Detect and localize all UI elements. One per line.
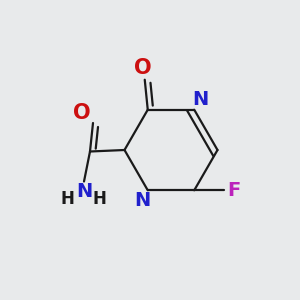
Text: F: F [227, 181, 241, 200]
Text: N: N [192, 90, 208, 110]
Text: H: H [61, 190, 74, 208]
Text: H: H [93, 190, 106, 208]
Text: O: O [134, 58, 152, 78]
Text: N: N [76, 182, 93, 201]
Text: N: N [134, 190, 150, 210]
Text: O: O [73, 103, 90, 123]
